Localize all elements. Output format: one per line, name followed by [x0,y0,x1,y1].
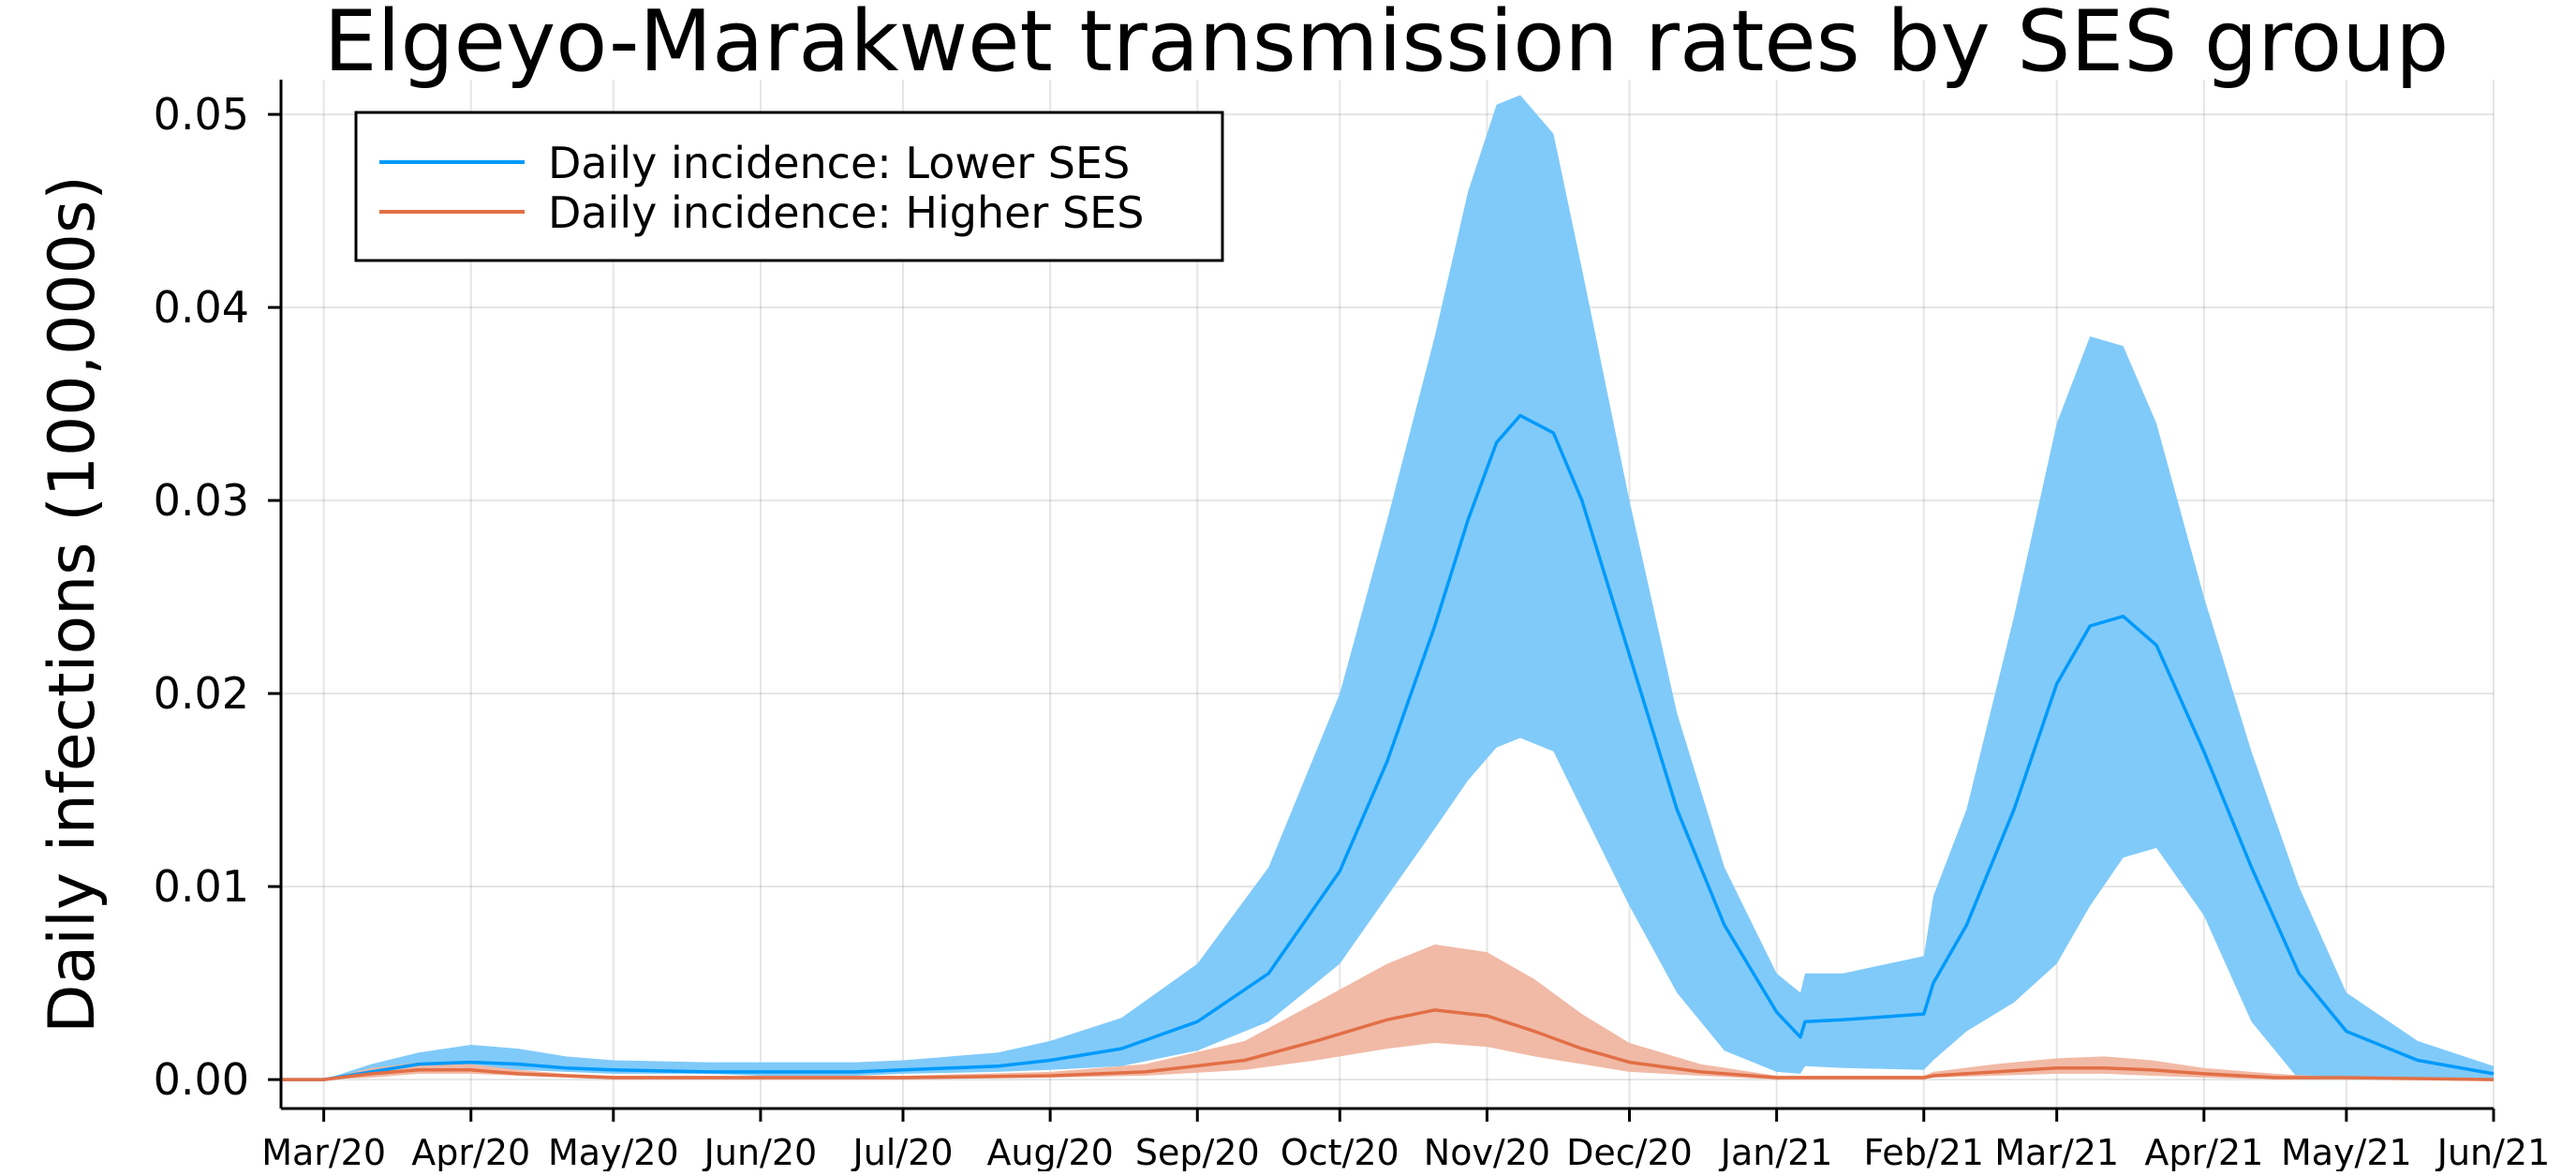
chart-title: Elgeyo-Marakwet transmission rates by SE… [324,0,2450,91]
x-tick-label: Jun/21 [2435,1132,2551,1171]
x-tick-label: Apr/21 [2144,1132,2263,1171]
y-tick-label: 0.01 [154,861,249,912]
confidence-bands [281,95,2494,1080]
y-tick-label: 0.03 [154,475,249,526]
band-lower-ses [281,95,2494,1080]
x-axis-ticks: Mar/20 Apr/20 May/20 Jun/20 Jul/20 Aug/20 Sep/… [261,1132,2551,1173]
y-tick-label: 0.04 [154,282,249,333]
x-tick-label: Oct/20 [1281,1132,1399,1171]
x-tick-label: Mar/20 [261,1132,386,1171]
line-higher-ses [281,1008,2495,1081]
x-tick-label: Dec/20 [1566,1132,1693,1171]
x-tick-label: Jul/20 [851,1132,953,1171]
legend: Daily incidence: Lower SES Daily inciden… [354,111,1224,262]
x-tick-label: Sep/20 [1135,1132,1260,1171]
x-tick-label: May/21 [2281,1132,2412,1171]
series-lines [281,413,2495,1081]
x-tick-label: Mar/21 [1994,1132,2119,1171]
line-lower-ses [281,413,2495,1081]
legend-box [354,111,1224,262]
y-tick-label: 0.02 [154,668,249,719]
x-tick-label: Feb/21 [1864,1132,1984,1171]
x-tick-label: Apr/20 [411,1132,530,1171]
y-axis-label: Daily infections (100,000s) [36,175,110,1034]
x-tick-label: Jun/20 [703,1132,818,1171]
y-tick-label: 0.05 [154,89,249,140]
x-tick-label: Jan/21 [1719,1132,1833,1171]
legend-label-higher-ses: Daily incidence: Higher SES [548,187,1144,238]
x-tick-label: Aug/20 [986,1132,1113,1171]
legend-label-lower-ses: Daily incidence: Lower SES [548,138,1130,188]
band-higher-ses [281,944,2494,1080]
x-tick-label: Nov/20 [1424,1132,1550,1171]
y-tick-label: 0.00 [154,1054,249,1105]
x-tick-label: May/20 [548,1132,679,1171]
axes [268,80,2495,1122]
y-axis-ticks: 0.00 0.01 0.02 0.03 0.04 0.05 [154,89,249,1105]
